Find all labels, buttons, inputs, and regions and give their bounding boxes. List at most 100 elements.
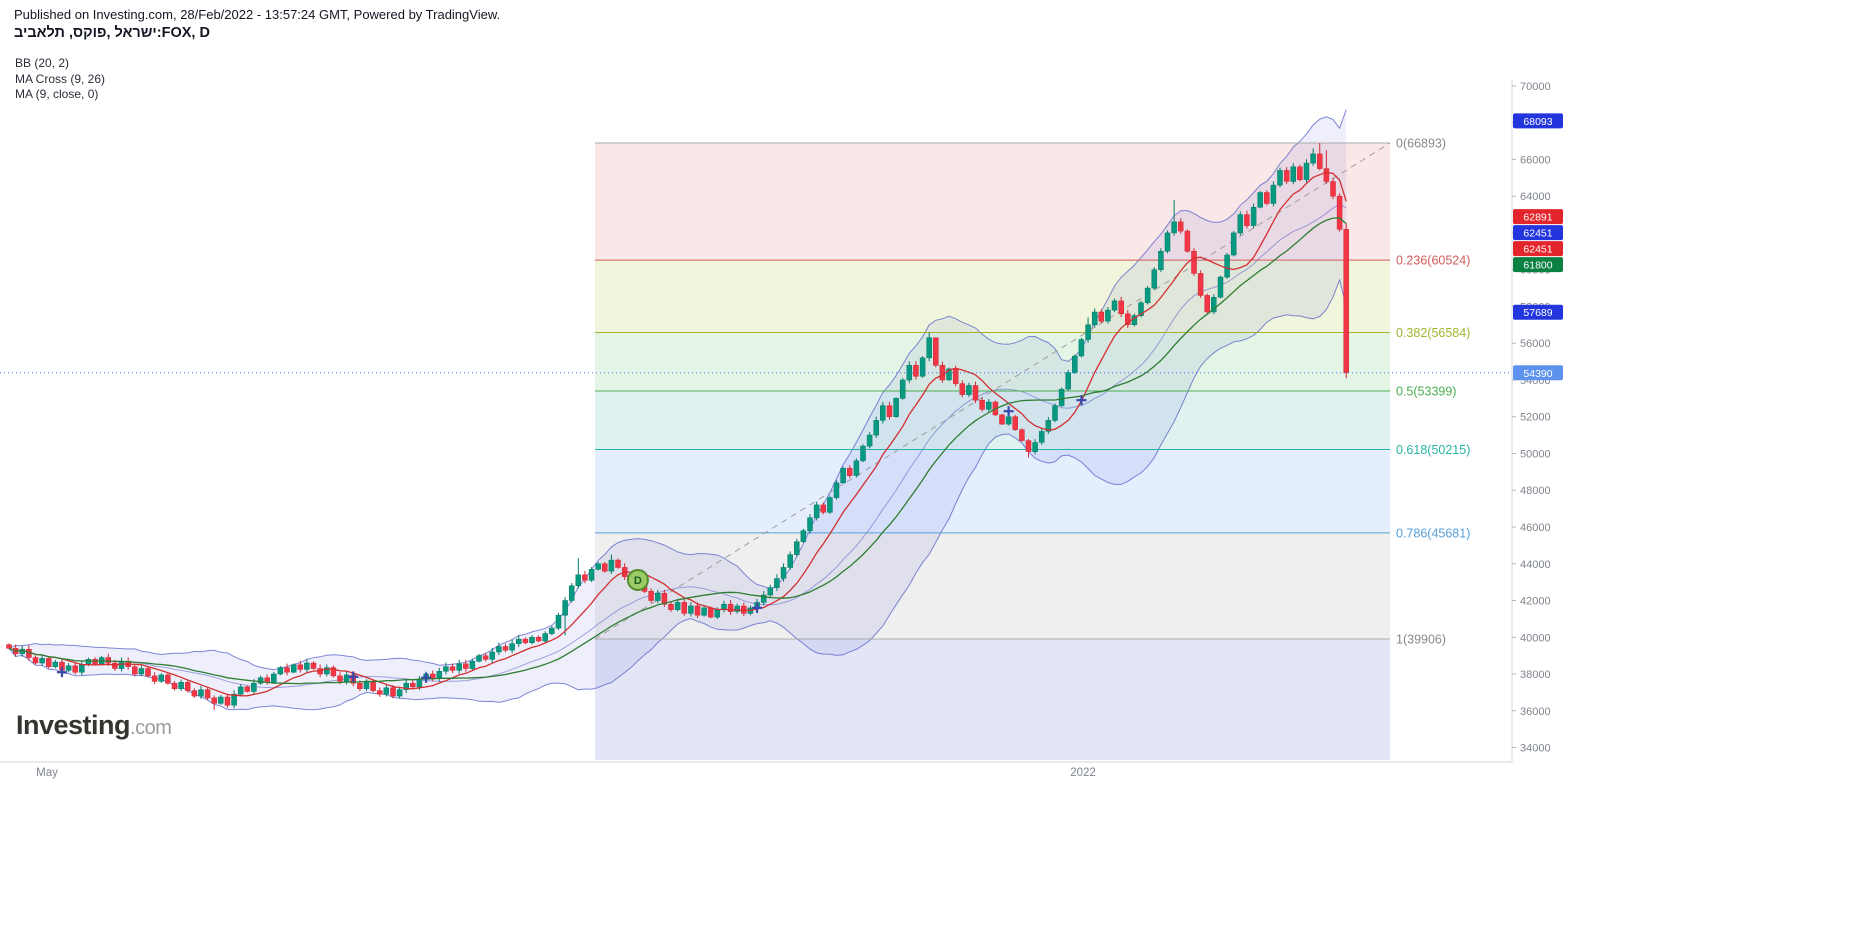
svg-text:70000: 70000 xyxy=(1520,81,1551,93)
candle-body xyxy=(688,605,694,614)
candle-body xyxy=(1171,221,1177,234)
candle-body xyxy=(959,383,966,395)
candle-body xyxy=(807,517,813,531)
candle-body xyxy=(1330,181,1336,197)
candle-body xyxy=(1204,295,1210,313)
fib-level-labels: 0(66893) 0.236(60524) 0.382(56584) 0.5(5339… xyxy=(1396,137,1470,647)
svg-text:34000: 34000 xyxy=(1520,743,1551,755)
candle-body xyxy=(456,663,462,671)
candle-body xyxy=(846,467,853,476)
candle-body xyxy=(986,401,992,410)
candle-body xyxy=(794,541,800,555)
candle-body xyxy=(184,682,191,691)
candle-body xyxy=(767,587,774,596)
signal-marker-circle[interactable] xyxy=(626,568,649,591)
candle-body xyxy=(1257,192,1263,208)
svg-text:48000: 48000 xyxy=(1520,485,1551,497)
indicator-bb-label[interactable]: BB (20, 2) xyxy=(15,56,70,70)
candle-body xyxy=(707,607,714,618)
candle-body xyxy=(211,697,217,704)
candle-body xyxy=(469,660,476,669)
candle-body xyxy=(694,605,701,616)
ma-cross-markers xyxy=(56,395,1087,683)
candle-body xyxy=(158,674,165,682)
candle-body xyxy=(515,638,522,644)
candle-body xyxy=(674,602,681,611)
candle-body xyxy=(436,671,443,679)
candle-body xyxy=(1032,442,1038,452)
candle-body xyxy=(562,600,568,616)
investing-logo-text: Investing xyxy=(16,710,131,740)
candle-body xyxy=(198,689,204,697)
candle-body xyxy=(1343,229,1349,374)
fib-trendline[interactable] xyxy=(594,142,1391,640)
svg-text:38000: 38000 xyxy=(1520,669,1551,681)
candle-body xyxy=(873,420,879,436)
candle-body xyxy=(714,609,721,618)
candle-body xyxy=(231,693,237,706)
svg-text:May: May xyxy=(36,767,58,779)
candle-body xyxy=(496,646,502,653)
candle-body xyxy=(1323,168,1330,182)
price-axis[interactable]: 34000 36000 38000 40000 42000 44000 46000 48000… xyxy=(1511,80,1551,762)
candle-body xyxy=(443,666,449,672)
candle-body xyxy=(357,682,363,689)
svg-text:0.786(45681): 0.786(45681) xyxy=(1396,526,1470,540)
candle-body xyxy=(218,696,224,704)
candle-body xyxy=(1085,324,1091,340)
svg-text:0(66893): 0(66893) xyxy=(1396,137,1446,151)
candle-body xyxy=(324,667,330,675)
candle-body xyxy=(820,504,827,513)
candle-body xyxy=(833,482,840,498)
svg-text:62891: 62891 xyxy=(1523,212,1552,224)
candle-body xyxy=(1158,251,1164,270)
candle-body xyxy=(1138,302,1144,316)
candle-body xyxy=(1310,153,1316,164)
svg-text:57689: 57689 xyxy=(1523,307,1552,319)
candle-body xyxy=(1224,254,1230,278)
candle-body xyxy=(330,667,337,677)
candle-body xyxy=(588,569,595,581)
bb-lower-line xyxy=(8,278,1347,711)
candle-body xyxy=(45,658,52,667)
candle-body xyxy=(502,646,509,651)
candle-body xyxy=(787,554,793,568)
svg-text:42000: 42000 xyxy=(1520,596,1551,608)
svg-text:1(39906): 1(39906) xyxy=(1396,633,1446,647)
candle-body xyxy=(1197,273,1204,296)
candle-body xyxy=(1303,162,1310,180)
svg-text:0.382(56584): 0.382(56584) xyxy=(1396,326,1470,340)
candle-body xyxy=(668,603,674,610)
ma-fast-line xyxy=(8,171,1347,697)
indicator-ma-cross-label[interactable]: MA Cross (9, 26) xyxy=(15,71,106,86)
candle-body xyxy=(1244,214,1250,226)
candle-body xyxy=(32,657,39,664)
price-label-badge xyxy=(1513,209,1563,225)
candle-body xyxy=(39,658,45,664)
ma-slow-line xyxy=(8,217,1347,685)
candle-body xyxy=(529,637,535,644)
candle-body xyxy=(1277,170,1283,186)
candle-body xyxy=(410,682,416,688)
candle-body xyxy=(482,655,489,660)
svg-text:61800: 61800 xyxy=(1523,260,1552,272)
candle-body xyxy=(370,682,376,691)
candle-body xyxy=(171,682,178,689)
candle-body xyxy=(933,337,939,366)
time-axis[interactable]: May 2022 xyxy=(0,761,1512,779)
indicator-ma-label[interactable]: MA (9, close, 0) xyxy=(15,87,99,101)
candle-body xyxy=(800,530,807,542)
fib-band xyxy=(595,639,1390,760)
candle-body xyxy=(542,633,548,642)
candle-body xyxy=(1184,230,1191,252)
candle-body xyxy=(575,574,582,587)
bb-fill xyxy=(9,109,1347,710)
candle-body xyxy=(1118,300,1124,315)
candle-body xyxy=(297,664,304,670)
candle-body xyxy=(390,687,396,697)
svg-text:0.618(50215): 0.618(50215) xyxy=(1396,443,1470,457)
svg-text:40000: 40000 xyxy=(1520,632,1551,644)
candle-body xyxy=(1290,166,1297,182)
svg-text:66000: 66000 xyxy=(1520,154,1551,166)
